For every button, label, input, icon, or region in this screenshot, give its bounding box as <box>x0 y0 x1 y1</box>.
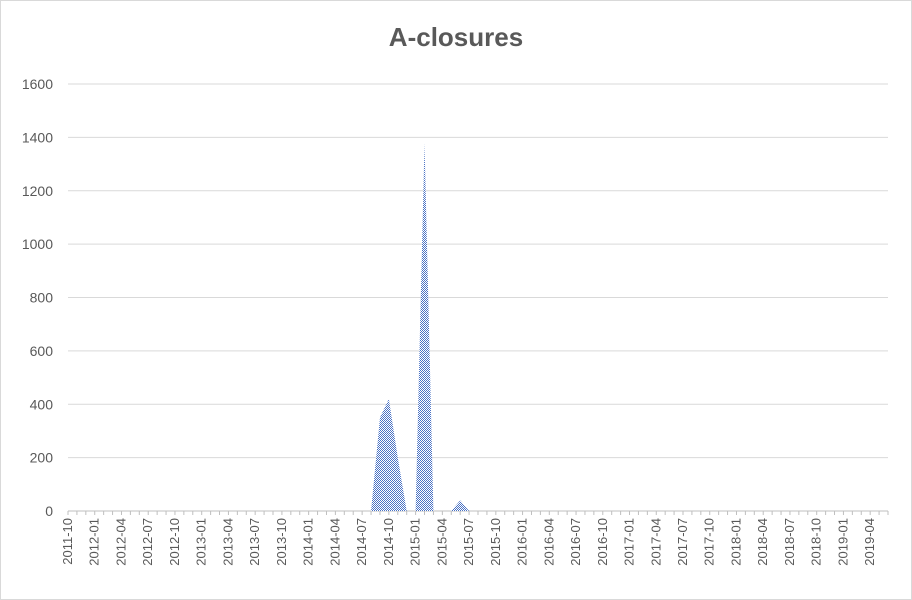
x-tick-label: 2012-10 <box>167 518 182 566</box>
y-tick-label: 0 <box>45 503 53 519</box>
x-tick-label: 2015-07 <box>461 518 476 566</box>
x-tick-label: 2014-07 <box>354 518 369 566</box>
x-tick-label: 2017-01 <box>622 518 637 566</box>
x-tick-label: 2013-01 <box>194 518 209 566</box>
x-tick-label: 2016-01 <box>515 518 530 566</box>
x-tick-label: 2013-10 <box>274 518 289 566</box>
x-tick-label: 2018-04 <box>755 518 770 566</box>
x-tick-label: 2016-04 <box>541 518 556 566</box>
gridlines <box>68 83 888 512</box>
x-tick-label: 2012-07 <box>140 518 155 566</box>
x-tick-label: 2015-10 <box>488 518 503 566</box>
x-tick-label: 2017-04 <box>648 518 663 566</box>
area-series-fill <box>68 142 888 511</box>
x-tick-label: 2018-07 <box>782 518 797 566</box>
x-tick-label: 2019-04 <box>862 518 877 566</box>
x-tick-label: 2015-04 <box>434 518 449 566</box>
x-tick-label: 2014-04 <box>327 518 342 566</box>
y-tick-label: 600 <box>30 343 54 359</box>
x-tick-label: 2019-01 <box>835 518 850 566</box>
x-tick-label: 2013-07 <box>247 518 262 566</box>
x-axis: 2011-10 2012-01 2012-04 2012-07 2012-10 2013-… <box>60 511 889 566</box>
x-tick-label: 2016-10 <box>595 518 610 566</box>
series-area <box>68 142 888 511</box>
y-tick-label: 400 <box>30 396 54 412</box>
x-tick-label: 2017-07 <box>675 518 690 566</box>
x-tick-label: 2014-01 <box>301 518 316 566</box>
x-tick-label: 2014-10 <box>381 518 396 566</box>
y-tick-label: 200 <box>30 450 54 466</box>
x-tick-label: 2013-04 <box>220 518 235 566</box>
y-tick-label: 1200 <box>22 183 53 199</box>
chart-title: A-closures <box>388 22 524 52</box>
x-tick-label: 2017-10 <box>702 518 717 566</box>
x-tick-label: 2011-10 <box>60 518 75 565</box>
x-tick-label: 2015-01 <box>408 518 423 566</box>
x-tick-label: 2012-04 <box>113 518 128 566</box>
y-tick-label: 1400 <box>22 129 53 145</box>
x-tick-label: 2018-10 <box>809 518 824 566</box>
y-tick-label: 1600 <box>22 76 53 92</box>
y-tick-label: 800 <box>30 290 54 306</box>
x-tick-label: 2018-01 <box>728 518 743 566</box>
x-tick-label: 2012-01 <box>87 518 102 566</box>
y-axis: 0 200 400 600 800 1000 1200 1400 1600 <box>22 76 53 519</box>
y-tick-label: 1000 <box>22 236 53 252</box>
x-tick-label: 2016-07 <box>568 518 583 566</box>
